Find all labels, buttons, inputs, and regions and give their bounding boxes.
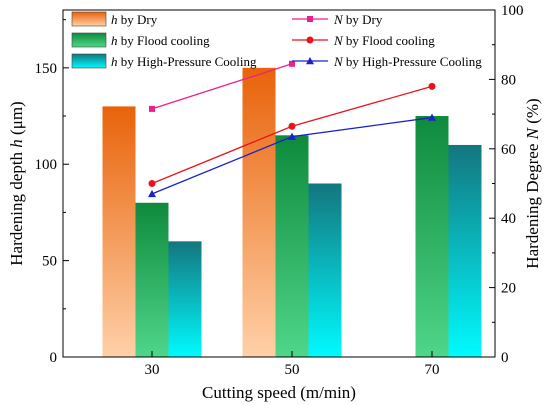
tick-label: 100 [35,157,58,173]
legend-item-n-flood: N by Flood cooling [292,33,435,48]
line-layer [148,60,436,198]
legend-label: N by Flood cooling [333,33,435,48]
tick-label: 40 [501,211,516,227]
tick-label: 100 [501,3,524,19]
tick-label: 50 [285,362,300,378]
tick-label: 20 [501,281,516,297]
legend-line-marker [292,57,328,65]
legend-item-n-dry: N by Dry [292,12,383,27]
x-axis: 30 50 70 [145,351,440,378]
data-point [428,113,436,121]
data-point [288,132,296,140]
legend-line-marker [292,36,328,44]
tick-label: 60 [501,142,516,158]
tick-label: 70 [425,362,440,378]
data-point [148,180,156,187]
bar [102,106,136,357]
data-point [288,122,296,130]
legend-item-h-hpc: h by High-Pressure Cooling [71,53,257,69]
bar [308,183,342,357]
data-point [307,16,313,22]
left-y-axis-label: Hardening depth h (μm) [7,101,26,265]
legend-label: h by Flood cooling [111,33,210,48]
right-y-axis-label: Hardening Degree N (%) [523,98,542,268]
bar [275,135,309,357]
bar [448,144,482,357]
data-point [306,36,314,44]
bar [135,202,169,357]
legend-line-marker [292,16,328,22]
bar-layer [102,67,482,358]
bar [168,241,202,357]
legend-label: h by Dry [111,12,158,27]
legend-item-h-flood: h by Flood cooling [71,32,210,48]
data-point [149,105,155,112]
tick-label: 80 [501,72,516,88]
legend-swatch [71,32,107,48]
bar [242,67,276,357]
data-point [306,57,314,65]
legend-label: h by High-Pressure Cooling [111,54,257,69]
bar [415,116,449,358]
left-axis: 0 50 100 150 [35,19,69,366]
tick-label: 0 [501,350,509,366]
tick-label: 0 [50,350,58,366]
legend-swatch [71,53,107,69]
legend-item-h-dry: h by Dry [71,11,158,27]
legend-swatch [71,11,107,27]
tick-label: 30 [145,362,160,378]
tick-label: 50 [42,254,57,270]
legend: h by Dry h by Flood cooling h by High-Pr… [71,11,482,69]
tick-label: 150 [35,61,58,77]
legend-item-n-hpc: N by High-Pressure Cooling [292,54,482,69]
legend-label: N by Dry [333,12,383,27]
legend-label: N by High-Pressure Cooling [333,54,482,69]
data-point [289,60,295,67]
right-axis: 0 20 40 60 80 100 [489,3,524,366]
series-line [151,63,293,110]
data-point [148,189,156,198]
x-axis-label: Cutting speed (m/min) [202,383,356,402]
data-point [428,82,436,90]
